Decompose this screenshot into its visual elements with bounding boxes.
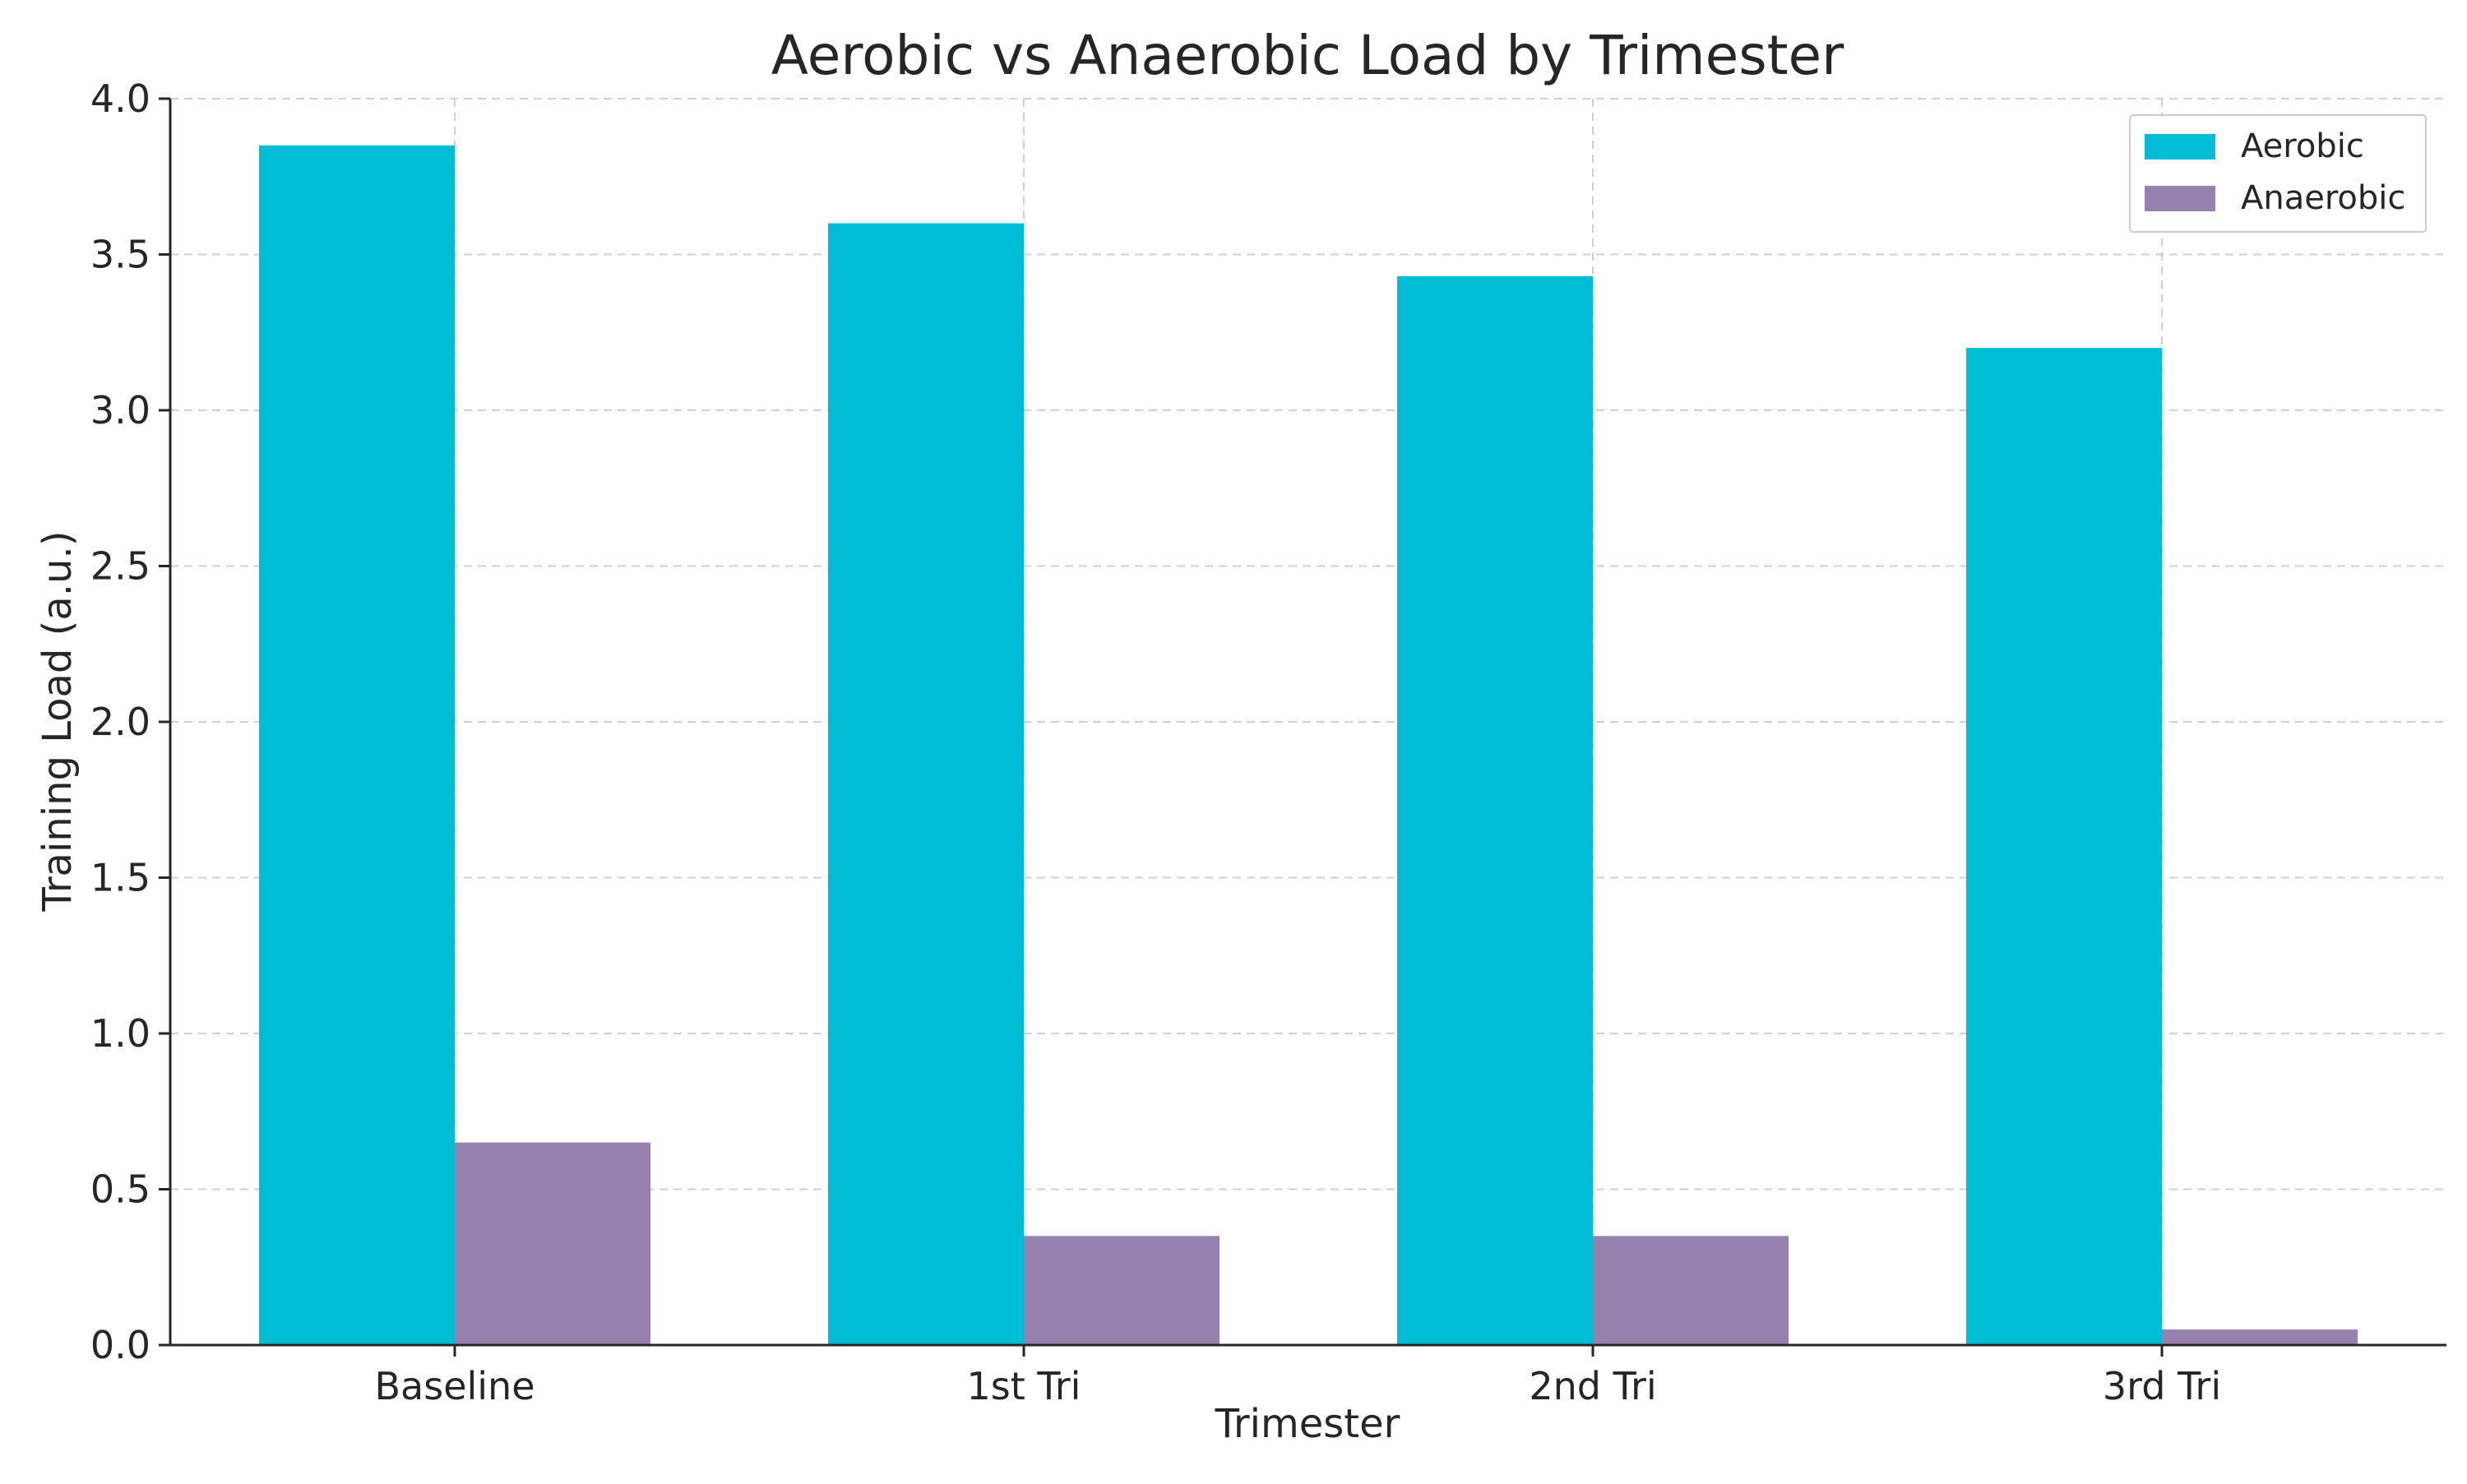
bar-anaerobic-baseline xyxy=(455,1142,650,1345)
legend: Aerobic Anaerobic xyxy=(2129,114,2427,233)
bar-anaerobic-3rd-tri xyxy=(2162,1329,2358,1345)
y-tick-label: 0.0 xyxy=(90,1323,150,1367)
y-tick-label: 2.0 xyxy=(90,700,150,744)
legend-swatch-anaerobic xyxy=(2145,186,2215,211)
legend-label-aerobic: Aerobic xyxy=(2241,127,2364,165)
x-tick-label: 3rd Tri xyxy=(2103,1364,2221,1408)
legend-label-anaerobic: Anaerobic xyxy=(2241,179,2405,217)
bar-aerobic-baseline xyxy=(259,145,455,1346)
y-tick-label: 1.5 xyxy=(90,856,150,900)
y-tick-label: 3.5 xyxy=(90,233,150,277)
y-tick-label: 4.0 xyxy=(90,76,150,121)
bar-anaerobic-1st-tri xyxy=(1024,1236,1220,1345)
bar-aerobic-2nd-tri xyxy=(1397,276,1593,1345)
bars xyxy=(259,145,2358,1346)
y-tick-label: 1.0 xyxy=(90,1011,150,1056)
y-ticks: 0.0 0.5 1.0 1.5 2.0 2.5 3.0 3.5 4.0 xyxy=(90,76,170,1367)
x-ticks: Baseline 1st Tri 2nd Tri 3rd Tri xyxy=(374,1345,2221,1408)
bar-aerobic-3rd-tri xyxy=(1966,348,2162,1346)
x-tick-label: 1st Tri xyxy=(967,1364,1081,1408)
y-axis-label: Training Load (a.u.) xyxy=(35,531,81,913)
x-tick-label: 2nd Tri xyxy=(1529,1364,1656,1408)
x-tick-label: Baseline xyxy=(374,1364,535,1408)
legend-swatch-aerobic xyxy=(2145,134,2215,159)
x-axis-label: Trimester xyxy=(1215,1401,1400,1447)
y-tick-label: 2.5 xyxy=(90,544,150,589)
y-tick-label: 3.0 xyxy=(90,388,150,432)
bar-aerobic-1st-tri xyxy=(828,223,1024,1346)
y-tick-label: 0.5 xyxy=(90,1167,150,1212)
chart-title: Aerobic vs Anaerobic Load by Trimester xyxy=(771,24,1844,87)
bar-anaerobic-2nd-tri xyxy=(1593,1236,1789,1345)
